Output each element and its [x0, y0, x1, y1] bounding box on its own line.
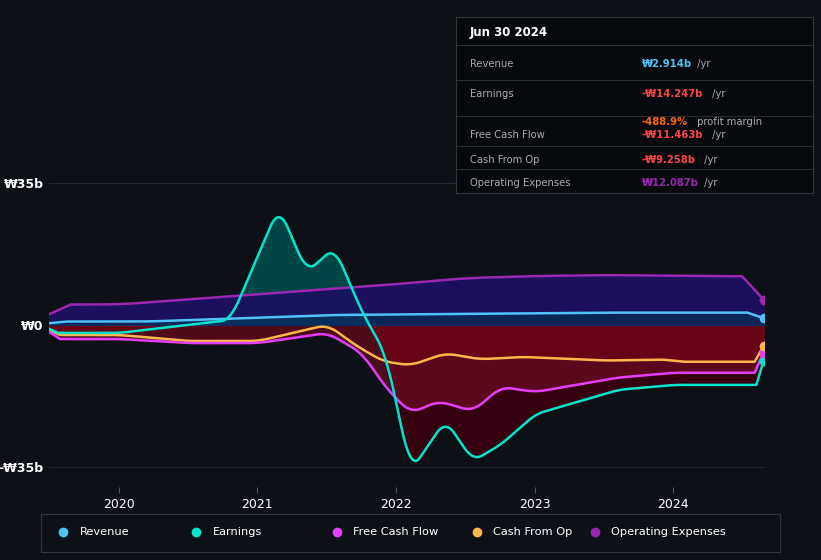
Text: Jun 30 2024: Jun 30 2024 — [470, 26, 548, 39]
Text: /yr: /yr — [709, 90, 726, 100]
Text: /yr: /yr — [694, 59, 710, 69]
Text: Earnings: Earnings — [470, 90, 514, 100]
Text: Cash From Op: Cash From Op — [493, 527, 572, 537]
Text: -₩14.247b: -₩14.247b — [641, 90, 703, 100]
Text: ₩12.087b: ₩12.087b — [641, 178, 698, 188]
Text: /yr: /yr — [709, 130, 726, 140]
Text: -₩9.258b: -₩9.258b — [641, 155, 695, 165]
Text: /yr: /yr — [701, 178, 718, 188]
Text: Operating Expenses: Operating Expenses — [470, 178, 571, 188]
Text: Earnings: Earnings — [213, 527, 262, 537]
Text: Cash From Op: Cash From Op — [470, 155, 539, 165]
Text: -488.9%: -488.9% — [641, 116, 687, 127]
Text: profit margin: profit margin — [694, 116, 762, 127]
Text: Revenue: Revenue — [470, 59, 513, 69]
Text: Free Cash Flow: Free Cash Flow — [470, 130, 544, 140]
Text: Operating Expenses: Operating Expenses — [612, 527, 727, 537]
Text: Free Cash Flow: Free Cash Flow — [353, 527, 438, 537]
Text: ₩2.914b: ₩2.914b — [641, 59, 691, 69]
Text: -₩11.463b: -₩11.463b — [641, 130, 703, 140]
Text: Revenue: Revenue — [80, 527, 129, 537]
Text: /yr: /yr — [701, 155, 718, 165]
